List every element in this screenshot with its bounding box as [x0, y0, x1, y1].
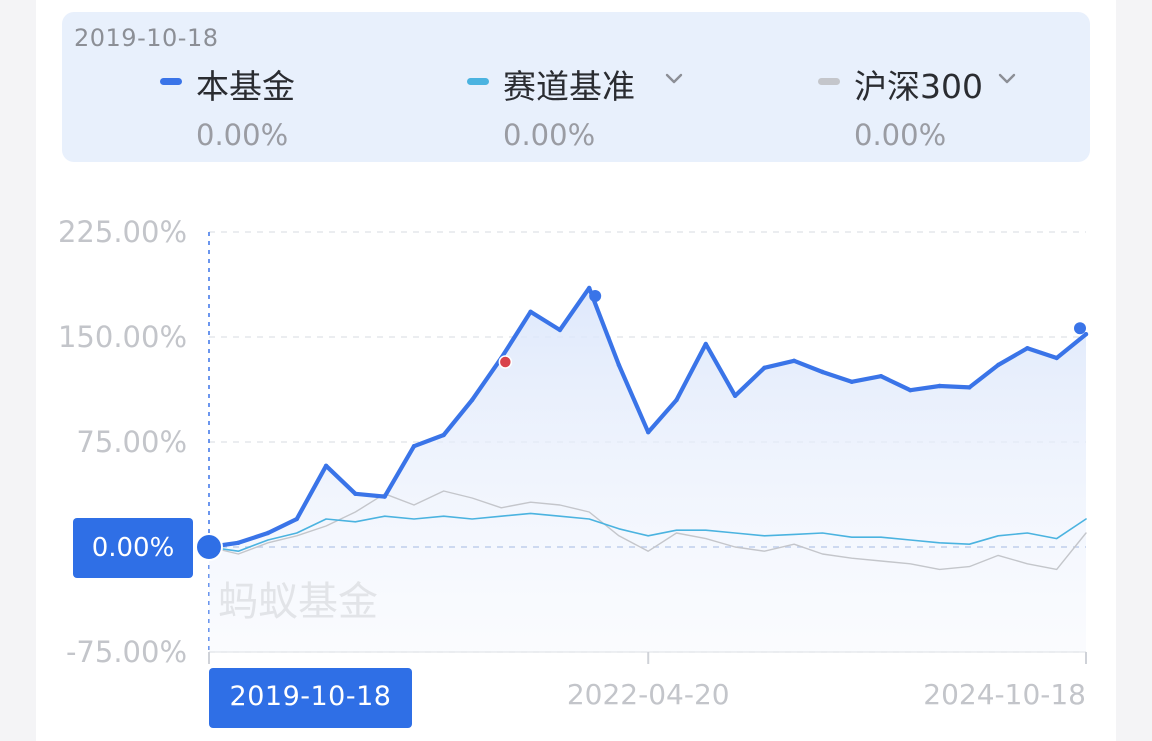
- cursor-value-label: 0.00%: [73, 518, 193, 578]
- event-marker: [498, 355, 513, 369]
- end-point-marker: [1074, 322, 1086, 335]
- chevron-down-icon[interactable]: [998, 70, 1016, 88]
- fund-data-point: [382, 494, 387, 499]
- chevron-down-icon[interactable]: [665, 70, 683, 88]
- legend-value-benchmark: 0.00%: [503, 118, 596, 152]
- fund-data-point: [616, 362, 622, 368]
- fund-data-point: [937, 383, 942, 389]
- fund-data-point: [323, 463, 329, 468]
- x-tick-label: 2024-10-18: [923, 678, 1086, 711]
- max-point-marker: [589, 290, 602, 302]
- fund-data-point: [996, 362, 1001, 368]
- fund-data-point: [1083, 332, 1089, 337]
- fund-data-point: [353, 491, 358, 496]
- y-tick-label: 75.00%: [76, 425, 187, 459]
- fund-data-point: [762, 365, 767, 370]
- fund-data-point: [441, 432, 446, 438]
- fund-data-point: [646, 430, 651, 435]
- legend-value-fund: 0.00%: [196, 118, 289, 152]
- cursor-point-marker: [195, 533, 223, 561]
- fund-data-point: [703, 341, 708, 347]
- fund-data-point: [1054, 355, 1059, 361]
- fund-data-point: [967, 385, 972, 390]
- fund-data-point: [1025, 346, 1030, 351]
- fund-data-point: [732, 393, 738, 398]
- fund-data-point: [587, 285, 592, 291]
- fund-data-point: [411, 444, 417, 449]
- y-tick-label: -75.00%: [66, 635, 187, 669]
- series-line-csi300: [208, 490, 1087, 571]
- legend-name-csi300: 沪深300: [854, 67, 983, 106]
- fund-data-point: [849, 379, 854, 384]
- legend-date: 2019-10-18: [74, 24, 219, 52]
- cursor-date-label: 2019-10-18: [209, 668, 412, 728]
- fund-data-point: [557, 327, 563, 333]
- legend-swatch-csi300: [818, 78, 840, 85]
- legend-panel: 2019-10-18 本基金 0.00% 赛道基准 0.00% 沪深300 0.…: [62, 12, 1090, 162]
- fund-data-point: [791, 358, 797, 363]
- fund-data-point: [820, 369, 825, 375]
- y-tick-label: 150.00%: [58, 320, 187, 354]
- fund-data-point: [674, 397, 679, 403]
- fund-data-point: [265, 530, 271, 536]
- legend-swatch-fund: [160, 78, 182, 85]
- fund-data-point: [878, 374, 884, 379]
- legend-name-fund: 本基金: [196, 67, 295, 106]
- fund-data-point: [528, 309, 533, 314]
- series-line-benchmark: [208, 512, 1087, 552]
- y-tick-label: 225.00%: [58, 215, 187, 249]
- fund-data-point: [469, 397, 475, 403]
- legend-name-benchmark: 赛道基准: [503, 67, 635, 106]
- legend-value-csi300: 0.00%: [854, 118, 947, 152]
- x-tick-label: 2022-04-20: [567, 678, 730, 711]
- legend-swatch-benchmark: [467, 78, 489, 85]
- fund-data-point: [908, 388, 913, 393]
- watermark: 蚂蚁基金: [218, 579, 378, 625]
- fund-data-point: [294, 516, 299, 522]
- fund-data-point: [236, 540, 241, 545]
